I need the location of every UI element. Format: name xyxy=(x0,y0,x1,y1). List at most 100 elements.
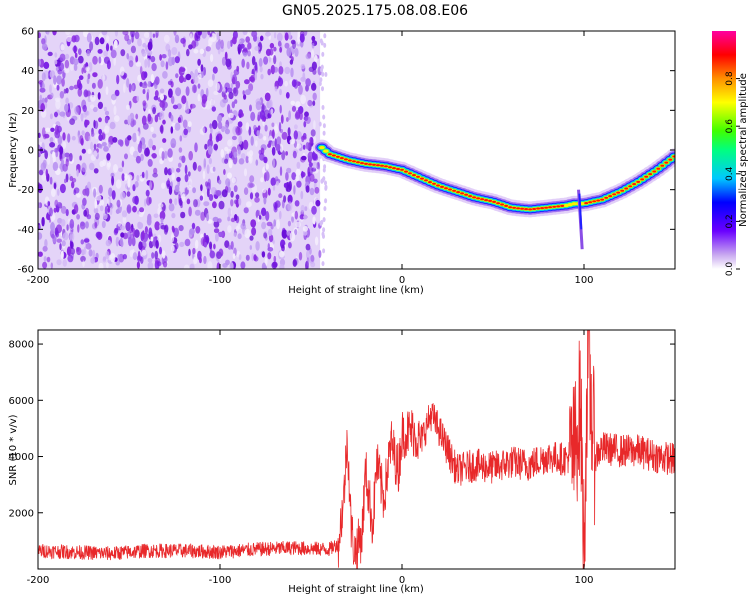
track-segment xyxy=(380,164,384,167)
noise-blob xyxy=(208,157,212,165)
noise-blob xyxy=(132,119,137,126)
noise-blob xyxy=(208,241,213,250)
noise-blob xyxy=(56,238,62,243)
noise-blob xyxy=(183,128,188,136)
noise-blob xyxy=(138,241,143,251)
noise-blob xyxy=(147,80,151,88)
noise-blob xyxy=(263,232,268,239)
noise-blob xyxy=(324,72,328,77)
noise-blob xyxy=(52,151,56,159)
track-spike xyxy=(578,193,583,230)
noise-blob xyxy=(250,219,257,228)
noise-blob xyxy=(149,180,152,190)
noise-blob xyxy=(285,151,288,156)
noise-blob xyxy=(124,119,129,125)
x-tick-label: 100 xyxy=(574,275,593,286)
noise-blob xyxy=(71,135,76,141)
noise-blob xyxy=(103,146,109,152)
noise-blob xyxy=(173,227,179,238)
noise-blob xyxy=(188,44,193,50)
noise-blob xyxy=(73,204,79,214)
noise-blob xyxy=(88,135,91,141)
noise-blob xyxy=(131,33,134,43)
noise-blob xyxy=(82,260,85,268)
noise-blob xyxy=(47,51,53,57)
noise-blob xyxy=(322,123,326,129)
noise-blob xyxy=(279,46,282,53)
noise-blob xyxy=(283,182,288,188)
colorbar-tick-label: 0.6 xyxy=(725,119,735,134)
noise-blob xyxy=(137,74,142,82)
noise-blob xyxy=(93,188,97,198)
noise-blob xyxy=(272,184,276,191)
noise-blob xyxy=(44,97,48,103)
noise-blob xyxy=(194,209,201,216)
noise-blob xyxy=(267,143,272,148)
noise-blob xyxy=(193,76,199,84)
noise-blob xyxy=(227,207,232,218)
noise-blob xyxy=(250,111,256,122)
noise-blob xyxy=(105,134,109,144)
noise-blob xyxy=(286,184,292,193)
noise-blob xyxy=(109,121,116,130)
noise-blob xyxy=(288,31,291,40)
noise-blob xyxy=(284,66,291,75)
track-segment xyxy=(584,202,589,205)
noise-blob xyxy=(205,46,211,52)
spectrogram-y-ticks: -60 -40 -20 0 20 40 60 xyxy=(18,27,675,276)
noise-blob xyxy=(109,207,113,216)
noise-blob xyxy=(260,177,264,183)
noise-blob xyxy=(220,149,225,158)
noise-blob xyxy=(286,117,289,122)
noise-blob xyxy=(238,158,245,165)
noise-blob xyxy=(120,49,126,57)
noise-blob xyxy=(273,46,277,52)
noise-blob xyxy=(143,32,150,38)
noise-blob xyxy=(233,69,240,76)
noise-blob xyxy=(263,56,269,65)
noise-blob xyxy=(49,142,56,148)
noise-blob xyxy=(274,200,281,208)
noise-blob xyxy=(309,187,315,196)
noise-blob xyxy=(102,74,105,82)
noise-blob xyxy=(215,82,220,91)
noise-blob xyxy=(60,44,65,51)
noise-blob xyxy=(78,48,82,55)
noise-blob xyxy=(264,257,268,266)
track-segment xyxy=(532,207,537,211)
noise-blob xyxy=(243,47,248,53)
noise-blob xyxy=(76,193,81,198)
noise-blob xyxy=(59,183,66,194)
noise-blob xyxy=(77,224,80,233)
noise-blob xyxy=(278,66,284,75)
noise-blob xyxy=(136,135,140,145)
noise-blob xyxy=(71,181,75,189)
snr-y-ticks: 2000 4000 6000 8000 xyxy=(9,340,675,519)
noise-blob xyxy=(167,148,173,158)
track-segment xyxy=(492,200,497,203)
noise-blob xyxy=(230,241,234,250)
noise-blob xyxy=(158,203,164,208)
noise-blob xyxy=(281,244,285,252)
noise-blob xyxy=(207,31,211,36)
noise-blob xyxy=(321,86,324,92)
noise-blob xyxy=(67,254,74,263)
track-segment xyxy=(416,175,420,178)
noise-blob xyxy=(197,83,201,89)
noise-blob xyxy=(267,243,270,250)
noise-blob xyxy=(188,150,193,161)
noise-blob xyxy=(322,233,325,239)
noise-blob xyxy=(201,31,207,39)
noise-blob xyxy=(302,144,306,150)
noise-blob xyxy=(230,217,236,223)
noise-blob xyxy=(99,160,104,168)
noise-blob xyxy=(38,58,41,67)
noise-blob xyxy=(65,53,70,60)
noise-blob xyxy=(108,187,113,197)
noise-blob xyxy=(61,78,65,87)
noise-blob xyxy=(268,135,273,141)
x-tick-label: -200 xyxy=(27,575,50,586)
noise-blob xyxy=(137,38,143,47)
noise-blob xyxy=(174,198,178,206)
track-segment xyxy=(456,191,461,194)
